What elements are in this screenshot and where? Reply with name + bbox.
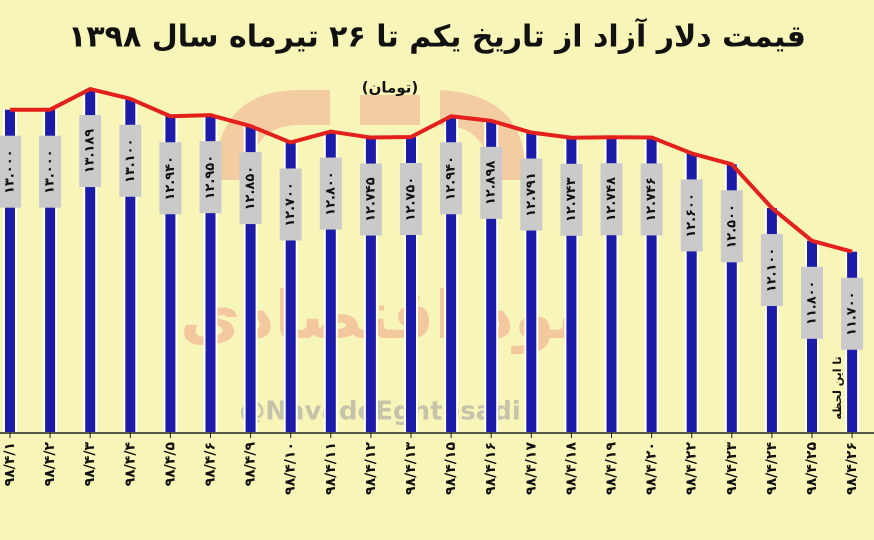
value-label: ۱۳.۱۰۰ xyxy=(123,138,138,183)
bar xyxy=(646,137,657,432)
label-box xyxy=(79,115,102,188)
x-tick-label: ۹۸/۴/۱۳ xyxy=(403,442,419,495)
bar xyxy=(285,142,296,433)
x-tick-label: ۹۸/۴/۳ xyxy=(82,442,98,487)
value-label: ۱۲.۶۰۰ xyxy=(684,193,699,238)
x-tick-label: ۹۸/۴/۲۴ xyxy=(764,442,780,495)
x-tick-label: ۹۸/۴/۲۶ xyxy=(844,442,860,495)
x-tick-label: ۹۸/۴/۴ xyxy=(122,442,138,487)
label-box xyxy=(440,142,463,215)
bar xyxy=(526,132,537,432)
value-label: ۱۲.۹۴۰ xyxy=(444,156,459,201)
label-box xyxy=(0,135,21,208)
bar xyxy=(446,116,457,432)
label-box xyxy=(801,266,823,339)
label-box xyxy=(600,163,623,236)
bar xyxy=(85,89,96,432)
label-box xyxy=(720,190,743,263)
chart-subtitle: (تومان) xyxy=(362,79,418,97)
x-tick-label: ۹۸/۴/۱۵ xyxy=(443,442,459,495)
bar xyxy=(125,98,136,432)
watermark-text: نود اقتصادی xyxy=(180,277,580,355)
value-label: ۱۲.۷۹۱ xyxy=(524,172,539,217)
watermark-logo xyxy=(215,90,526,180)
x-tick-label: ۹۸/۴/۲۵ xyxy=(804,442,820,495)
label-box xyxy=(319,157,342,230)
value-label: ۱۲.۹۵۰ xyxy=(203,155,218,200)
bar xyxy=(205,115,216,432)
label-box xyxy=(159,142,182,215)
bar xyxy=(686,153,697,432)
value-label: ۱۲.۵۰۰ xyxy=(724,204,739,249)
value-label: ۱۲.۷۰۰ xyxy=(283,182,298,227)
label-box xyxy=(841,277,864,350)
value-label: ۱۱.۸۰۰ xyxy=(805,280,820,325)
bar xyxy=(406,137,416,432)
price-line xyxy=(10,87,853,254)
label-box xyxy=(480,146,503,219)
bar xyxy=(606,137,617,432)
x-tick-label: ۹۸/۴/۱۲ xyxy=(363,442,379,495)
chart-title: قیمت دلار آزاد از تاریخ یکم تا ۲۶ تیرماه… xyxy=(68,18,806,55)
x-tick-label: ۹۸/۴/۱۱ xyxy=(323,442,339,495)
label-box xyxy=(680,179,703,252)
x-tick-label: ۹۸/۴/۲ xyxy=(42,442,58,487)
bar xyxy=(365,137,376,432)
x-tick-label: ۹۸/۴/۹ xyxy=(243,442,259,487)
value-label: ۱۲.۷۴۶ xyxy=(644,177,659,222)
watermark-handle: @NavadeEghtesadi xyxy=(239,397,521,427)
bar xyxy=(5,109,15,433)
x-tick-label: ۹۸/۴/۲۰ xyxy=(644,442,660,495)
label-box xyxy=(560,163,583,236)
value-label: ۱۲.۸۰۰ xyxy=(323,171,338,216)
x-tick-label: ۹۸/۴/۶ xyxy=(203,442,219,486)
x-tick-label: ۹۸/۴/۱۹ xyxy=(604,442,620,495)
value-label: ۱۳.۱۸۹ xyxy=(83,129,98,174)
x-tick-label: ۹۸/۴/۵ xyxy=(162,442,178,487)
label-box xyxy=(760,234,783,307)
label-box xyxy=(239,152,262,225)
bar xyxy=(566,137,577,432)
label-box xyxy=(400,163,422,236)
bar xyxy=(486,120,497,433)
bar xyxy=(766,208,777,432)
x-tick-label: ۹۸/۴/۱۷ xyxy=(523,442,539,495)
value-label: ۱۲.۷۴۸ xyxy=(604,177,619,222)
bar xyxy=(245,126,256,433)
annotation: تا این لحظه xyxy=(831,356,844,419)
value-label: ۱۲.۷۴۳ xyxy=(564,177,579,222)
value-label: ۱۲.۸۹۸ xyxy=(484,160,499,205)
label-box xyxy=(199,141,222,214)
label-box xyxy=(640,163,663,236)
bar xyxy=(45,109,56,433)
x-tick-label: ۹۸/۴/۱۶ xyxy=(483,442,499,495)
value-label: ۱۲.۱۰۰ xyxy=(764,248,779,293)
x-tick-label: ۹۸/۴/۲۳ xyxy=(724,442,740,495)
value-label: ۱۳.۰۰۰ xyxy=(43,149,58,194)
label-box xyxy=(279,168,302,241)
label-box xyxy=(39,135,62,208)
label-box xyxy=(359,163,382,236)
value-label: ۱۳.۰۰۰ xyxy=(3,149,18,194)
value-label: ۱۲.۷۵۰ xyxy=(404,177,419,222)
label-box xyxy=(119,124,142,197)
label-box xyxy=(520,158,543,231)
bar xyxy=(165,116,176,432)
x-tick-label: ۹۸/۴/۱۰ xyxy=(283,442,299,495)
x-tick-label: ۹۸/۴/۲۲ xyxy=(684,442,700,495)
value-label: ۱۲.۹۴۰ xyxy=(163,156,178,201)
bar xyxy=(325,131,336,432)
x-tick-label: ۹۸/۴/۱ xyxy=(2,442,18,486)
value-label: ۱۱.۷۰۰ xyxy=(845,291,860,336)
bar xyxy=(726,164,737,432)
x-tick-label: ۹۸/۴/۱۸ xyxy=(563,442,579,495)
value-label: ۱۲.۷۴۵ xyxy=(363,177,378,222)
value-label: ۱۲.۸۵۰ xyxy=(243,166,258,211)
